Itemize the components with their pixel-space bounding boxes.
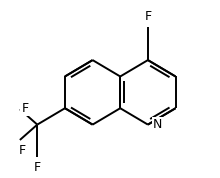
Text: F: F <box>22 102 29 115</box>
Text: N: N <box>153 118 162 131</box>
Text: F: F <box>34 161 41 174</box>
Text: F: F <box>18 144 26 157</box>
Text: F: F <box>144 10 151 23</box>
